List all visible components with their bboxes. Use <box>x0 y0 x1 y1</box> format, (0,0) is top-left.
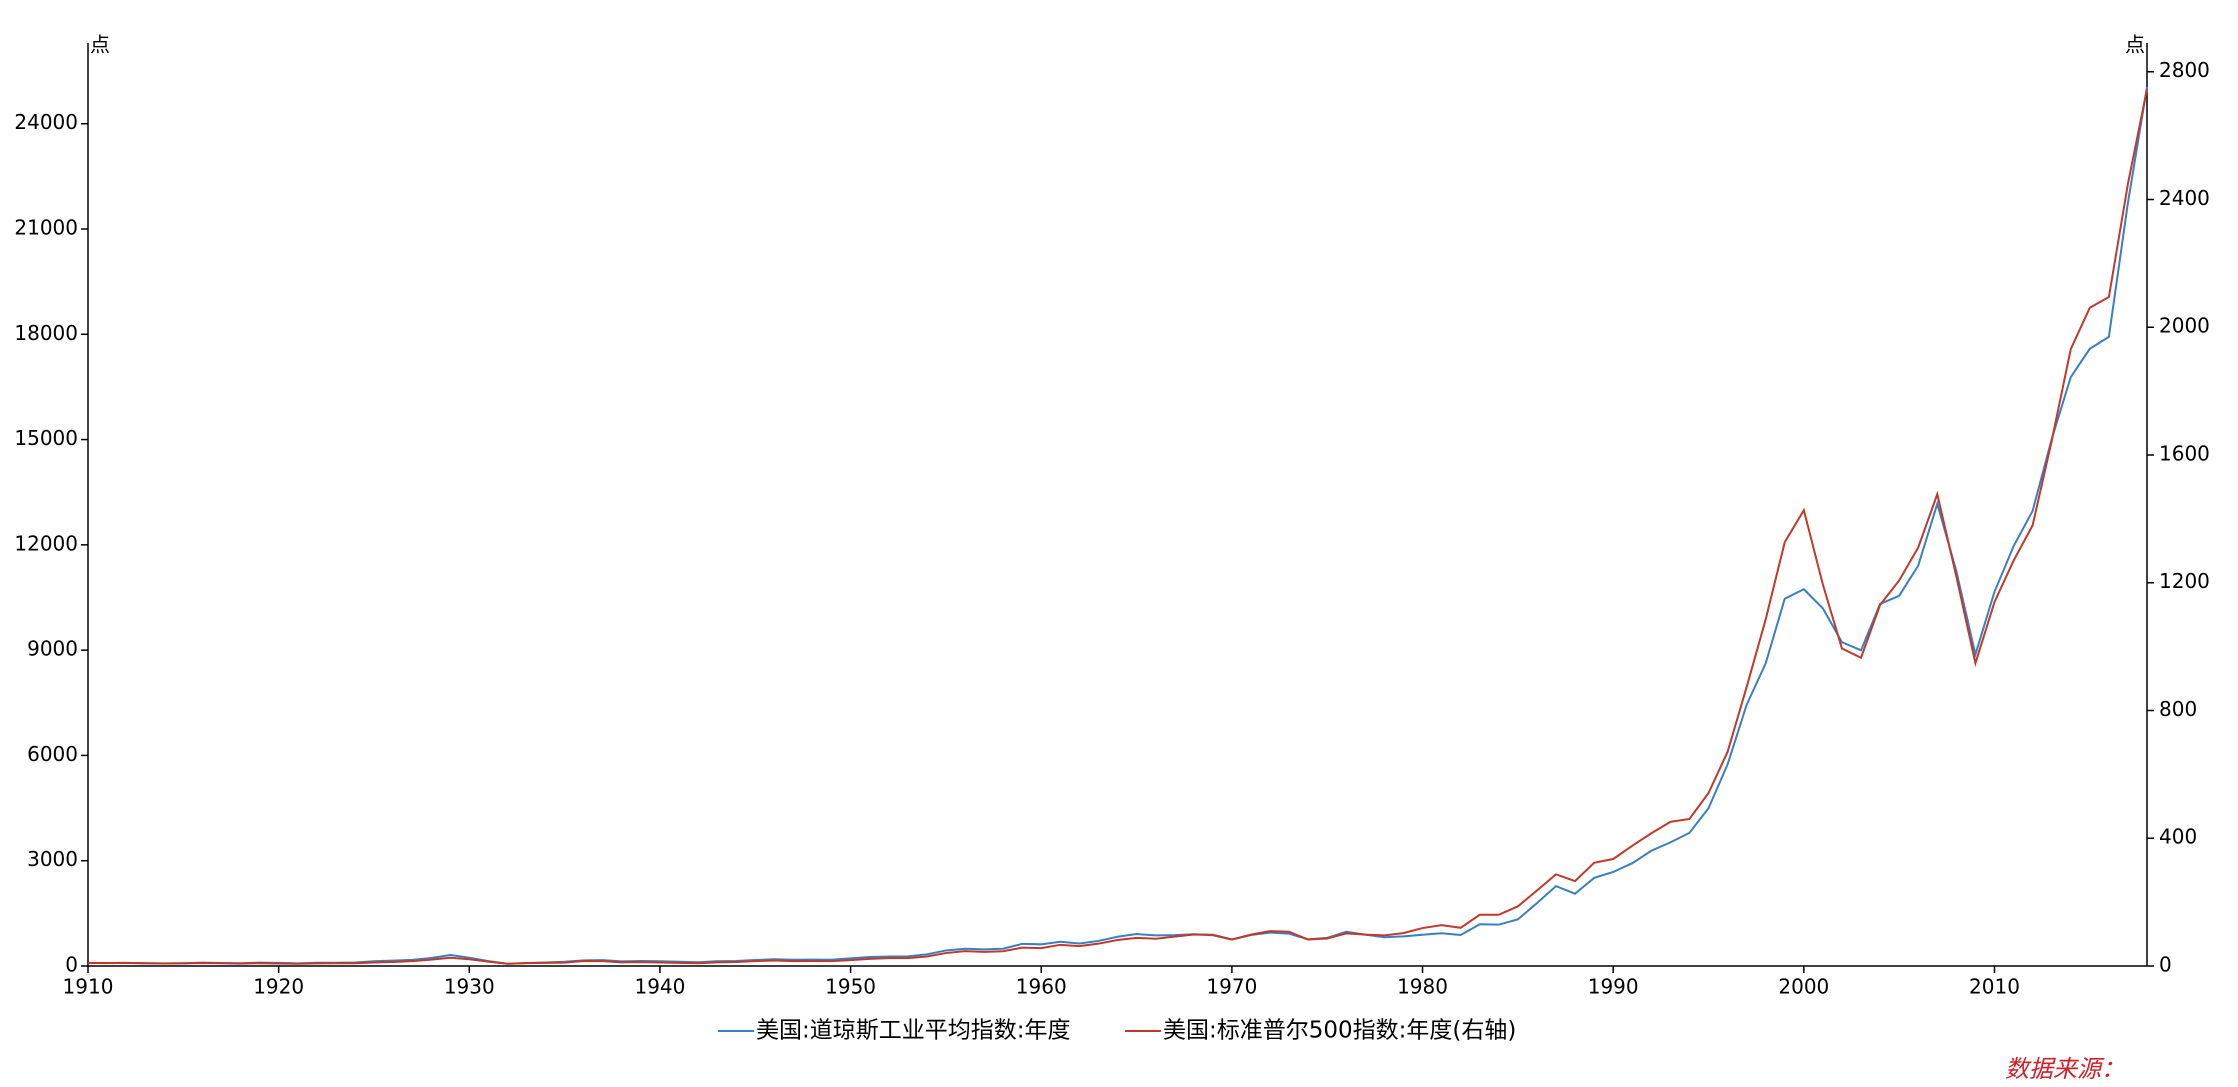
legend-label: 美国:道琼斯工业平均指数:年度 <box>756 1018 1071 1044</box>
y-tick-label: 18000 <box>14 321 78 345</box>
y2-unit: 点 <box>2125 33 2145 57</box>
y-tick-label: 24000 <box>14 110 78 134</box>
y-unit: 点 <box>90 33 110 57</box>
source: 数据来源： <box>2005 1055 2125 1083</box>
x-tick-label: 1930 <box>444 975 495 999</box>
x-tick-label: 1920 <box>253 975 304 999</box>
y2-tick-label: 0 <box>2159 953 2172 977</box>
legend-label: 美国:标准普尔500指数:年度(右轴) <box>1163 1018 1516 1044</box>
x-tick-label: 2010 <box>1969 975 2020 999</box>
y-tick-label: 21000 <box>14 216 78 240</box>
y-tick-label: 3000 <box>27 847 78 871</box>
series-line <box>87 86 2148 965</box>
y2-tick-label: 400 <box>2159 825 2197 849</box>
y2-tick-label: 1200 <box>2159 569 2210 593</box>
x-tick-label: 1980 <box>1397 975 1448 999</box>
series-line <box>87 88 2148 965</box>
x-tick-label: 1950 <box>825 975 876 999</box>
y2-tick-label: 2000 <box>2159 314 2210 338</box>
y-tick-label: 12000 <box>14 531 78 555</box>
y-tick-label: 0 <box>65 953 78 977</box>
y-tick-label: 6000 <box>27 742 78 766</box>
x-tick-label: 1960 <box>1016 975 1067 999</box>
y-tick-label: 9000 <box>27 637 78 661</box>
x-tick-label: 1910 <box>63 975 114 999</box>
y-tick-label: 15000 <box>14 426 78 450</box>
x-tick-label: 1940 <box>634 975 685 999</box>
y2-tick-label: 1600 <box>2159 441 2210 465</box>
x-tick-label: 1970 <box>1206 975 1257 999</box>
y2-tick-label: 2400 <box>2159 186 2210 210</box>
x-tick-label: 1990 <box>1588 975 1639 999</box>
y2-tick-label: 800 <box>2159 697 2197 721</box>
y2-tick-label: 2800 <box>2159 58 2210 82</box>
x-tick-label: 2000 <box>1778 975 1829 999</box>
